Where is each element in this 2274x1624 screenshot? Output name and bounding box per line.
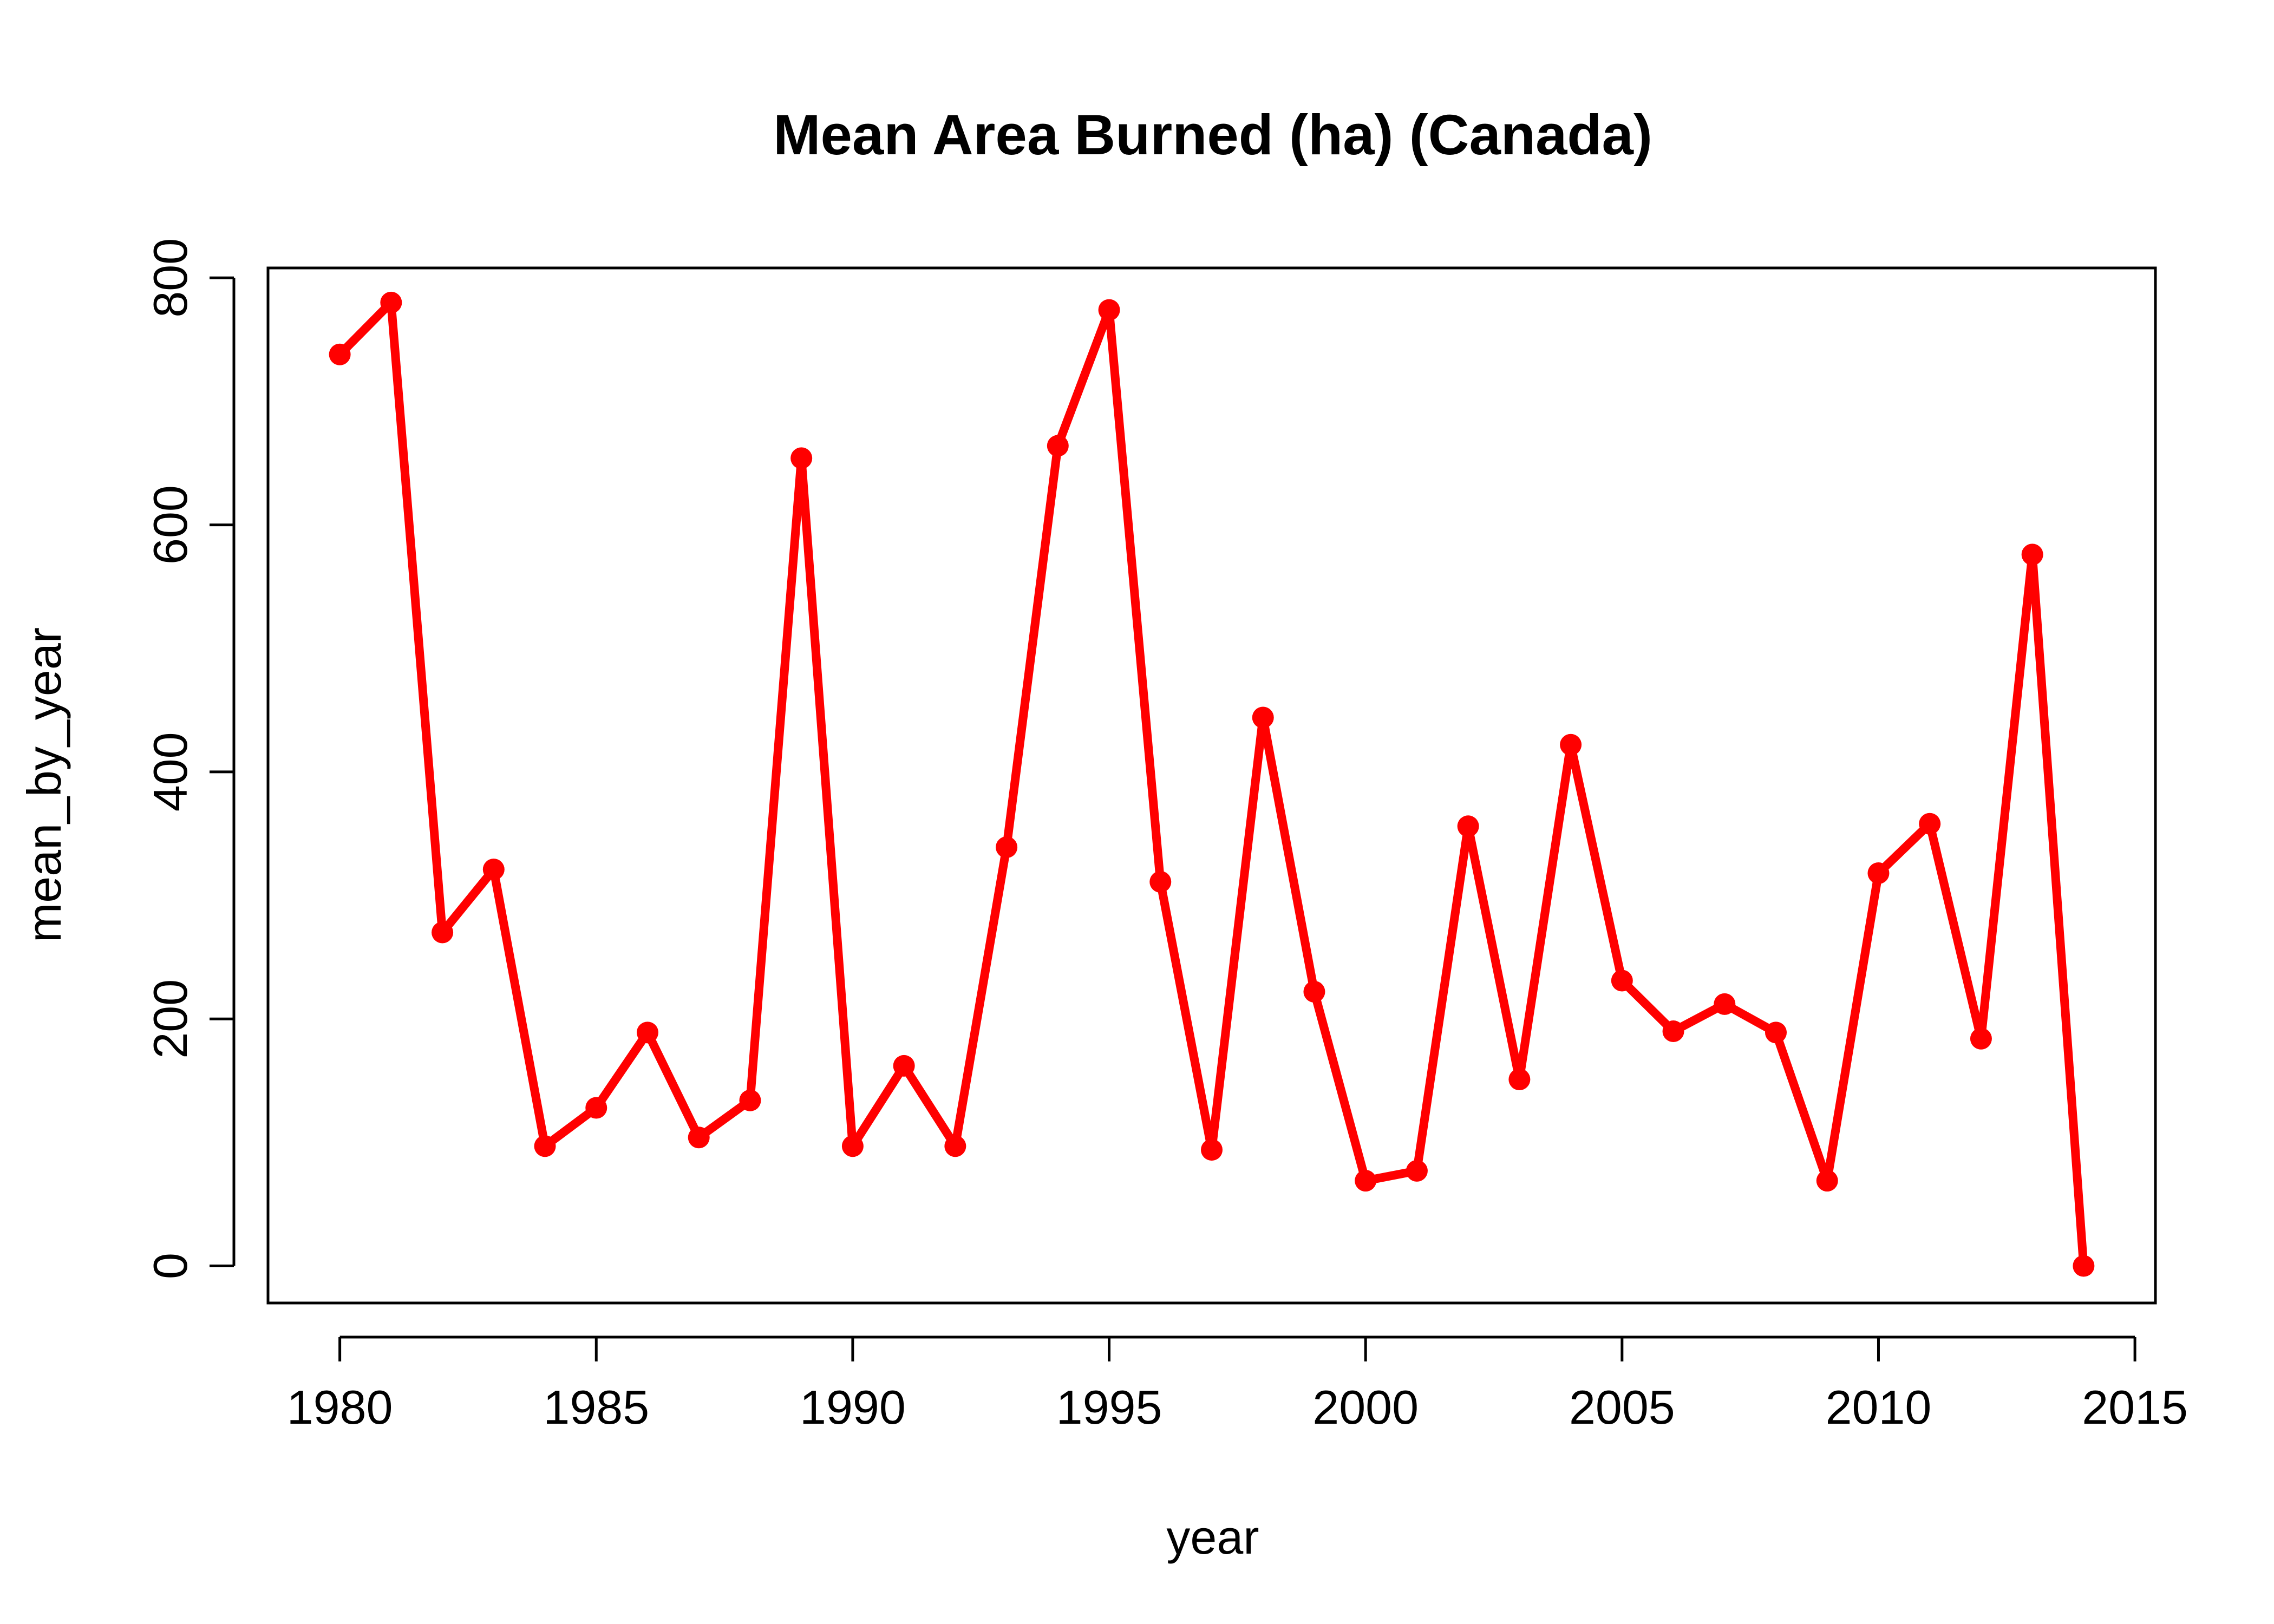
data-point: [380, 291, 402, 313]
x-tick-label: 2015: [2082, 1380, 2188, 1434]
y-tick-label: 0: [143, 1253, 197, 1279]
data-point: [2073, 1255, 2095, 1277]
data-point: [893, 1055, 915, 1077]
x-tick-label: 1985: [543, 1380, 649, 1434]
y-axis-label: mean_by_year: [17, 627, 71, 942]
data-point: [534, 1135, 556, 1157]
data-point: [688, 1127, 710, 1149]
data-point: [841, 1135, 864, 1157]
data-point: [1919, 813, 1941, 835]
data-point: [329, 343, 351, 365]
data-point: [1867, 862, 1890, 884]
y-tick-label: 200: [143, 979, 197, 1059]
data-point: [1508, 1069, 1531, 1091]
data-points: [329, 291, 2095, 1277]
data-point: [2021, 543, 2043, 566]
data-point: [944, 1135, 966, 1157]
chart-title: Mean Area Burned (ha) (Canada): [773, 103, 1652, 167]
data-point: [482, 859, 505, 881]
data-point: [1662, 1020, 1684, 1043]
data-point: [1611, 970, 1633, 992]
data-point: [1765, 1021, 1787, 1044]
data-point: [1457, 815, 1479, 837]
data-point: [1098, 299, 1120, 321]
data-point: [1406, 1160, 1428, 1182]
data-point: [996, 836, 1018, 859]
x-axis-label: year: [1166, 1510, 1259, 1564]
x-tick-label: 1995: [1056, 1380, 1162, 1434]
series-line: [335, 298, 2088, 1271]
data-point: [1816, 1170, 1838, 1192]
data-point: [1252, 706, 1274, 729]
data-point: [1047, 435, 1069, 457]
data-point: [1355, 1170, 1377, 1192]
data-point: [636, 1021, 658, 1044]
data-point: [790, 447, 813, 469]
x-tick-label: 1990: [800, 1380, 906, 1434]
data-point: [1149, 870, 1172, 893]
x-tick-label: 2000: [1312, 1380, 1419, 1434]
data-point: [739, 1089, 761, 1111]
x-tick-label: 1980: [287, 1380, 393, 1434]
data-point: [1201, 1139, 1223, 1161]
y-tick-label: 800: [143, 238, 197, 318]
y-tick-label: 400: [143, 732, 197, 811]
y-tick-label: 600: [143, 485, 197, 565]
data-point: [1303, 981, 1325, 1003]
x-tick-label: 2010: [1826, 1380, 1932, 1434]
x-tick-label: 2005: [1569, 1380, 1675, 1434]
y-axis: 0 200 400 600 800: [143, 238, 236, 1279]
x-axis: 1980 1985 1990 1995 2000 2005 2010 2015: [287, 1335, 2188, 1434]
data-point: [1714, 993, 1736, 1015]
data-point: [585, 1097, 607, 1119]
data-point: [1970, 1027, 1992, 1050]
plot-box: [266, 266, 2157, 1305]
data-point: [432, 921, 454, 944]
data-point: [1560, 734, 1582, 756]
